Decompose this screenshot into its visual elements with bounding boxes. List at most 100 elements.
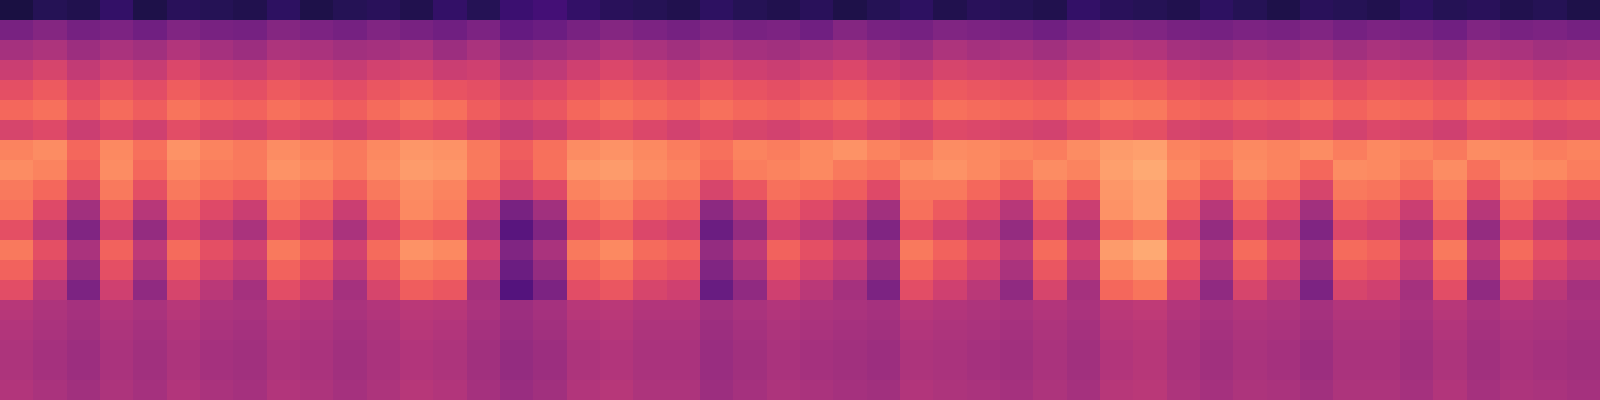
heatmap-cell xyxy=(1233,360,1267,381)
heatmap-cell xyxy=(1100,140,1134,161)
heatmap-cell xyxy=(867,300,901,321)
heatmap-cell xyxy=(1300,120,1334,141)
heatmap-cell xyxy=(1300,160,1334,181)
heatmap-cell xyxy=(400,260,434,281)
heatmap-cell xyxy=(1467,300,1501,321)
heatmap-cell xyxy=(300,20,334,41)
heatmap-cell xyxy=(1433,300,1467,321)
heatmap-cell xyxy=(300,220,334,241)
heatmap-cell xyxy=(1167,200,1201,221)
heatmap-cell xyxy=(533,260,567,281)
heatmap-cell xyxy=(767,260,801,281)
heatmap-cell xyxy=(767,280,801,301)
heatmap-cell xyxy=(667,120,701,141)
heatmap-cell xyxy=(1000,0,1034,21)
heatmap-cell xyxy=(200,260,234,281)
heatmap-cell xyxy=(33,120,67,141)
heatmap-cell xyxy=(100,200,134,221)
heatmap-cell xyxy=(567,180,601,201)
heatmap-cell xyxy=(900,220,934,241)
heatmap-cell xyxy=(33,80,67,101)
heatmap-cell xyxy=(833,380,867,400)
heatmap-cell xyxy=(267,160,301,181)
heatmap-cell xyxy=(1467,120,1501,141)
heatmap-cell xyxy=(133,240,167,261)
heatmap-cell xyxy=(400,200,434,221)
heatmap-cell xyxy=(400,100,434,121)
heatmap-cell xyxy=(133,80,167,101)
heatmap-cell xyxy=(833,40,867,61)
heatmap-cell xyxy=(1533,40,1567,61)
heatmap-cell xyxy=(1567,360,1600,381)
heatmap-cell xyxy=(133,60,167,81)
heatmap-cell xyxy=(1567,300,1600,321)
heatmap-cell xyxy=(400,160,434,181)
heatmap-cell xyxy=(500,140,534,161)
heatmap-cell xyxy=(33,320,67,341)
heatmap-cell xyxy=(100,20,134,41)
heatmap-cell xyxy=(933,140,967,161)
heatmap-cell xyxy=(567,300,601,321)
heatmap-cell xyxy=(1433,180,1467,201)
heatmap-cell xyxy=(1433,360,1467,381)
heatmap-cell xyxy=(1300,20,1334,41)
heatmap-cell xyxy=(500,220,534,241)
heatmap-cell xyxy=(167,40,201,61)
heatmap-cell xyxy=(833,340,867,361)
heatmap-cell xyxy=(267,300,301,321)
heatmap-cell xyxy=(1500,300,1534,321)
heatmap-cell xyxy=(433,360,467,381)
heatmap-cell xyxy=(200,360,234,381)
heatmap-cell xyxy=(700,100,734,121)
heatmap-cell xyxy=(700,220,734,241)
heatmap-cell xyxy=(1333,280,1367,301)
heatmap-cell xyxy=(1267,160,1301,181)
heatmap-cell xyxy=(1267,100,1301,121)
heatmap-cell xyxy=(967,100,1001,121)
heatmap-cell xyxy=(933,360,967,381)
heatmap-cell xyxy=(1233,100,1267,121)
heatmap-cell xyxy=(367,60,401,81)
heatmap-cell xyxy=(767,360,801,381)
heatmap-cell xyxy=(1033,260,1067,281)
heatmap-cell xyxy=(1200,220,1234,241)
heatmap-cell xyxy=(933,240,967,261)
heatmap-cell xyxy=(1567,20,1600,41)
heatmap-cell xyxy=(533,200,567,221)
heatmap-cell xyxy=(33,0,67,21)
heatmap-cell xyxy=(900,80,934,101)
heatmap-cell xyxy=(233,80,267,101)
heatmap-cell xyxy=(967,180,1001,201)
heatmap-cell xyxy=(900,300,934,321)
heatmap-cell xyxy=(33,300,67,321)
heatmap-cell xyxy=(1333,100,1367,121)
heatmap-cell xyxy=(533,240,567,261)
heatmap-cell xyxy=(533,60,567,81)
heatmap-cell xyxy=(667,240,701,261)
heatmap-cell xyxy=(333,380,367,400)
heatmap-cell xyxy=(1500,360,1534,381)
heatmap-cell xyxy=(867,180,901,201)
heatmap-cell xyxy=(367,200,401,221)
heatmap-cell xyxy=(767,220,801,241)
heatmap-cell xyxy=(1400,240,1434,261)
heatmap-cell xyxy=(133,300,167,321)
heatmap-cell xyxy=(600,0,634,21)
heatmap-cell xyxy=(1067,220,1101,241)
heatmap-cell xyxy=(1067,240,1101,261)
heatmap-cell xyxy=(1233,260,1267,281)
heatmap-cell xyxy=(567,120,601,141)
heatmap-cell xyxy=(1367,60,1401,81)
heatmap-cell xyxy=(200,180,234,201)
heatmap-cell xyxy=(600,80,634,101)
heatmap-cell xyxy=(1300,140,1334,161)
heatmap-cell xyxy=(800,40,834,61)
heatmap-cell xyxy=(133,280,167,301)
heatmap-cell xyxy=(1033,40,1067,61)
heatmap-cell xyxy=(1100,340,1134,361)
heatmap-cell xyxy=(1133,260,1167,281)
heatmap-cell xyxy=(1367,260,1401,281)
heatmap-cell xyxy=(1167,160,1201,181)
heatmap-cell xyxy=(1100,260,1134,281)
heatmap-cell xyxy=(667,360,701,381)
